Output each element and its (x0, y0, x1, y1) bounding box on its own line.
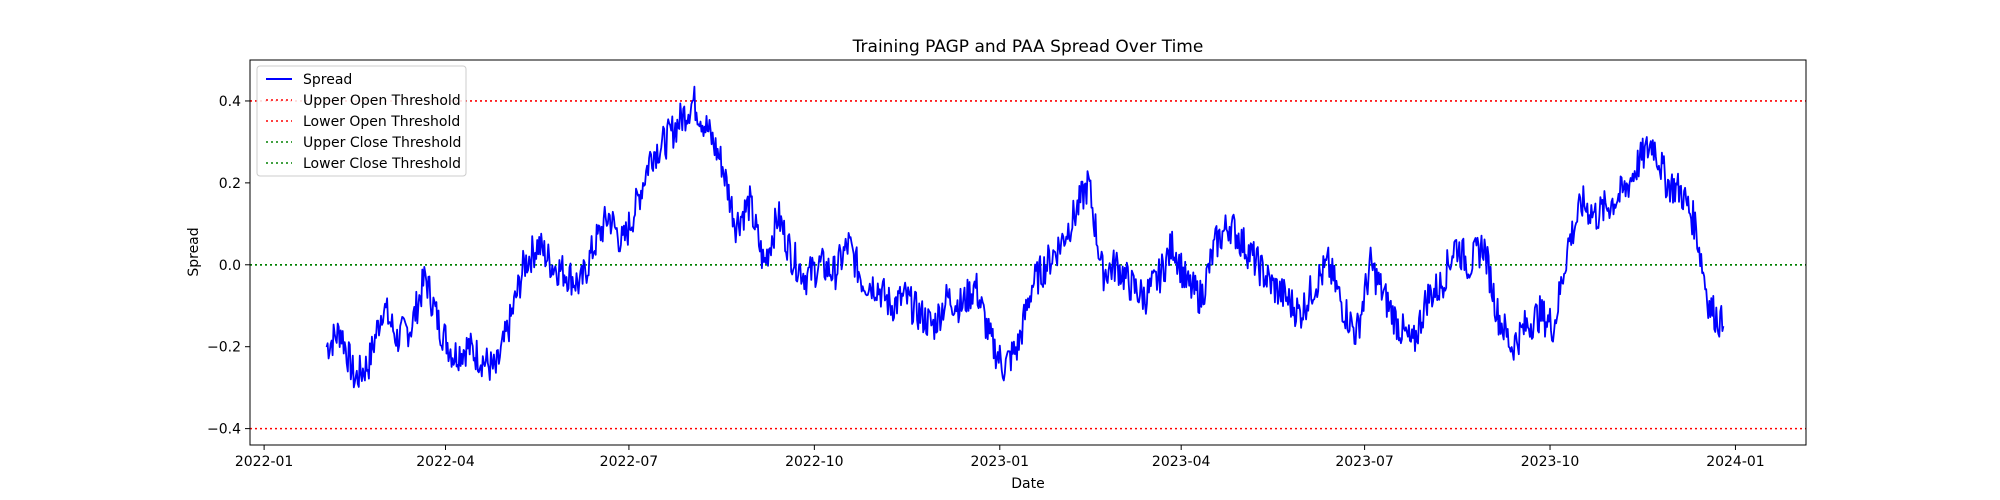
y-axis: −0.4 −0.2 0.0 0.2 0.4 (207, 94, 250, 438)
y-tick-label-2: 0.0 (219, 258, 241, 274)
x-tick-label-2: 2022-07 (600, 454, 659, 470)
legend-label-lower-close: Lower Close Threshold (303, 156, 461, 172)
legend-label-spread: Spread (303, 72, 352, 88)
plot-layer (250, 85, 1806, 430)
x-tick-label-8: 2024-01 (1706, 454, 1765, 470)
y-tick-label-1: −0.2 (207, 340, 241, 356)
legend-label-lower-open: Lower Open Threshold (303, 114, 460, 130)
x-tick-label-1: 2022-04 (416, 454, 475, 470)
chart-title: Training PAGP and PAA Spread Over Time (852, 37, 1204, 57)
plot-frame (249, 59, 1807, 446)
legend-label-upper-close: Upper Close Threshold (303, 135, 461, 151)
x-tick-label-6: 2023-07 (1335, 454, 1394, 470)
spread-line (325, 85, 1725, 389)
y-tick-label-3: 0.2 (219, 176, 241, 192)
x-tick-label-3: 2022-10 (785, 454, 844, 470)
x-tick-label-7: 2023-10 (1521, 454, 1580, 470)
x-tick-label-0: 2022-01 (235, 454, 294, 470)
x-axis: 2022-01 2022-04 2022-07 2022-10 2023-01 2023-… (235, 445, 1765, 470)
legend-label-upper-open: Upper Open Threshold (303, 93, 461, 109)
x-tick-label-5: 2023-04 (1152, 454, 1211, 470)
legend: Spread Upper Open Threshold Lower Open T… (256, 65, 467, 177)
legend-box (256, 65, 467, 177)
y-tick-label-0: −0.4 (207, 422, 241, 438)
y-tick-label-4: 0.4 (219, 94, 241, 110)
x-axis-label: Date (1011, 476, 1044, 492)
y-axis-label: Spread (186, 227, 202, 276)
x-tick-label-4: 2023-01 (971, 454, 1030, 470)
